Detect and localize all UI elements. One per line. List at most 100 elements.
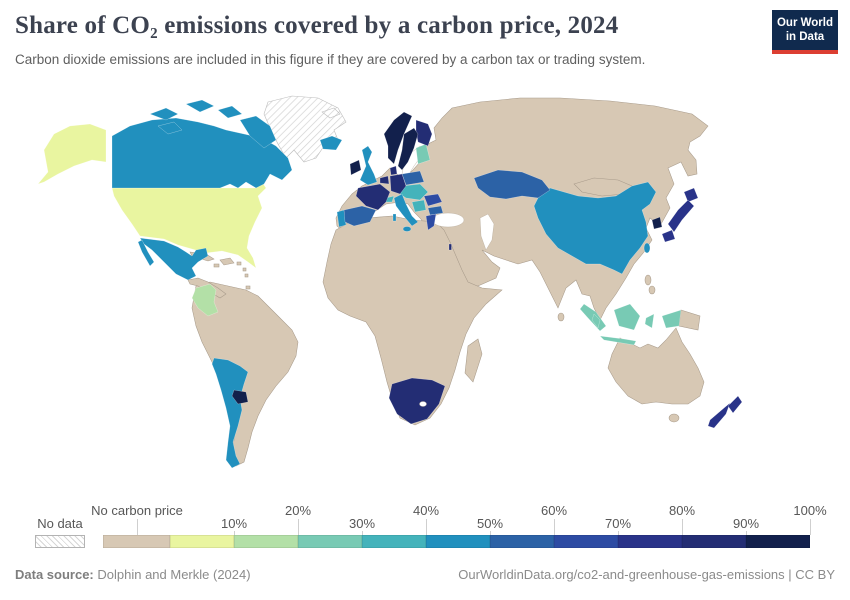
legend-bin-80-90%[interactable]	[682, 535, 746, 548]
countries-70-80	[661, 187, 743, 429]
country-tasmania[interactable]	[668, 413, 680, 423]
country-balkans[interactable]	[411, 199, 427, 213]
country-south-korea[interactable]	[651, 216, 663, 230]
legend-tick-mark	[746, 531, 747, 535]
country-sri-lanka[interactable]	[557, 312, 565, 322]
country-denmark[interactable]	[389, 165, 398, 176]
legend-no-data-label: No data	[37, 516, 83, 531]
country-philippines-2[interactable]	[648, 285, 656, 295]
country-hispaniola[interactable]	[219, 257, 235, 266]
country-japan-honshu[interactable]	[667, 199, 695, 233]
country-sweden[interactable]	[397, 127, 419, 171]
countries-50-60	[343, 169, 551, 227]
legend-bar	[103, 535, 810, 548]
legend-bin-90-100%[interactable]	[746, 535, 810, 548]
country-puerto-rico[interactable]	[236, 261, 242, 266]
caspian-sea	[479, 213, 495, 251]
country-portugal[interactable]	[336, 209, 347, 228]
country-uruguay[interactable]	[231, 389, 249, 405]
country-italy[interactable]	[393, 193, 419, 227]
country-papua-new-guinea[interactable]	[678, 309, 701, 331]
country-united-kingdom[interactable]	[359, 145, 378, 186]
legend-bin-20-30%[interactable]	[298, 535, 362, 548]
country-greece[interactable]	[425, 213, 437, 231]
country-germany[interactable]	[389, 173, 407, 195]
country-borneo[interactable]	[613, 303, 641, 331]
country-madagascar[interactable]	[464, 338, 483, 383]
legend-bin-no-carbon-price[interactable]	[103, 535, 170, 548]
islands-antilles-1[interactable]	[242, 267, 247, 272]
canada-arctic-island-2[interactable]	[185, 99, 215, 113]
country-indonesia-papua[interactable]	[661, 309, 682, 329]
legend-bin-40-50%[interactable]	[426, 535, 490, 548]
country-australia[interactable]	[607, 327, 705, 405]
attribution-link[interactable]: OurWorldinData.org/co2-and-greenhouse-ga…	[458, 567, 835, 582]
country-indonesia-java[interactable]	[599, 335, 637, 346]
country-japan-hokkaido[interactable]	[683, 187, 699, 203]
country-china[interactable]	[533, 181, 657, 275]
legend-tick-mark	[298, 519, 299, 535]
country-spain[interactable]	[343, 205, 377, 227]
canada-baffin-island[interactable]	[239, 115, 277, 149]
country-trinidad[interactable]	[245, 285, 251, 290]
canada-arctic-island-3[interactable]	[217, 105, 243, 119]
country-south-africa[interactable]	[388, 377, 446, 425]
country-italy-sicily[interactable]	[402, 226, 412, 232]
legend-tick-label: 80%	[668, 503, 696, 518]
country-mexico[interactable]	[139, 237, 209, 281]
country-benelux[interactable]	[379, 175, 390, 185]
country-israel[interactable]	[448, 243, 452, 251]
country-svalbard[interactable]	[321, 107, 341, 119]
black-sea	[431, 212, 465, 228]
country-indonesia-sulawesi[interactable]	[644, 313, 655, 329]
legend-bin-0-10%[interactable]	[170, 535, 234, 548]
country-ireland[interactable]	[349, 159, 362, 176]
legend-bin-50-60%[interactable]	[490, 535, 554, 548]
country-taiwan[interactable]	[643, 242, 651, 254]
islands-antilles-2[interactable]	[244, 273, 249, 278]
country-italy-sardinia[interactable]	[392, 213, 397, 222]
legend-tick-mark	[490, 531, 491, 535]
region-africa[interactable]	[322, 215, 503, 426]
country-malaysia-peninsula[interactable]	[591, 313, 601, 329]
country-usa-alaska[interactable]	[37, 123, 107, 185]
countries-80-90	[355, 119, 452, 425]
legend-bin-30-40%[interactable]	[362, 535, 426, 548]
country-japan-kyushu[interactable]	[661, 229, 676, 243]
country-mexico-baja[interactable]	[137, 239, 155, 267]
canada-arctic-island-4[interactable]	[157, 121, 183, 135]
legend-tick-mark	[362, 531, 363, 535]
country-colombia[interactable]	[191, 283, 219, 317]
data-source: Data source: Dolphin and Merkle (2024)	[15, 567, 251, 582]
legend-tick-label: 50%	[476, 516, 504, 531]
country-new-zealand-north[interactable]	[727, 395, 743, 414]
country-kazakhstan[interactable]	[473, 169, 551, 200]
countries-90-100	[231, 111, 663, 405]
legend-bin-70-80%[interactable]	[618, 535, 682, 548]
legend-bin-60-70%[interactable]	[554, 535, 618, 548]
world-map	[0, 90, 850, 500]
canada-arctic-island-1[interactable]	[149, 107, 179, 121]
country-new-zealand-south[interactable]	[707, 402, 731, 429]
legend-tick-mark	[682, 519, 683, 535]
country-finland[interactable]	[415, 119, 433, 147]
country-jamaica[interactable]	[213, 263, 220, 268]
owid-logo[interactable]: Our World in Data	[772, 10, 838, 55]
legend-tick-mark	[618, 531, 619, 535]
country-philippines-1[interactable]	[644, 274, 652, 286]
country-baltics[interactable]	[415, 143, 431, 165]
country-canada[interactable]	[111, 117, 293, 189]
legend-no-data-swatch[interactable]	[35, 535, 85, 548]
legend-bin-10-20%[interactable]	[234, 535, 298, 548]
page-subtitle: Carbon dioxide emissions are included in…	[15, 52, 646, 67]
country-argentina-chile[interactable]	[211, 357, 249, 469]
country-bulgaria[interactable]	[427, 205, 444, 216]
legend-tick-label: 90%	[732, 516, 760, 531]
country-france[interactable]	[355, 183, 391, 211]
footer: Data source: Dolphin and Merkle (2024) O…	[0, 567, 850, 582]
country-iceland[interactable]	[319, 135, 343, 151]
country-norway[interactable]	[383, 111, 413, 165]
country-usa[interactable]	[111, 181, 267, 269]
legend-tick-mark	[137, 519, 138, 535]
country-romania[interactable]	[423, 193, 443, 207]
